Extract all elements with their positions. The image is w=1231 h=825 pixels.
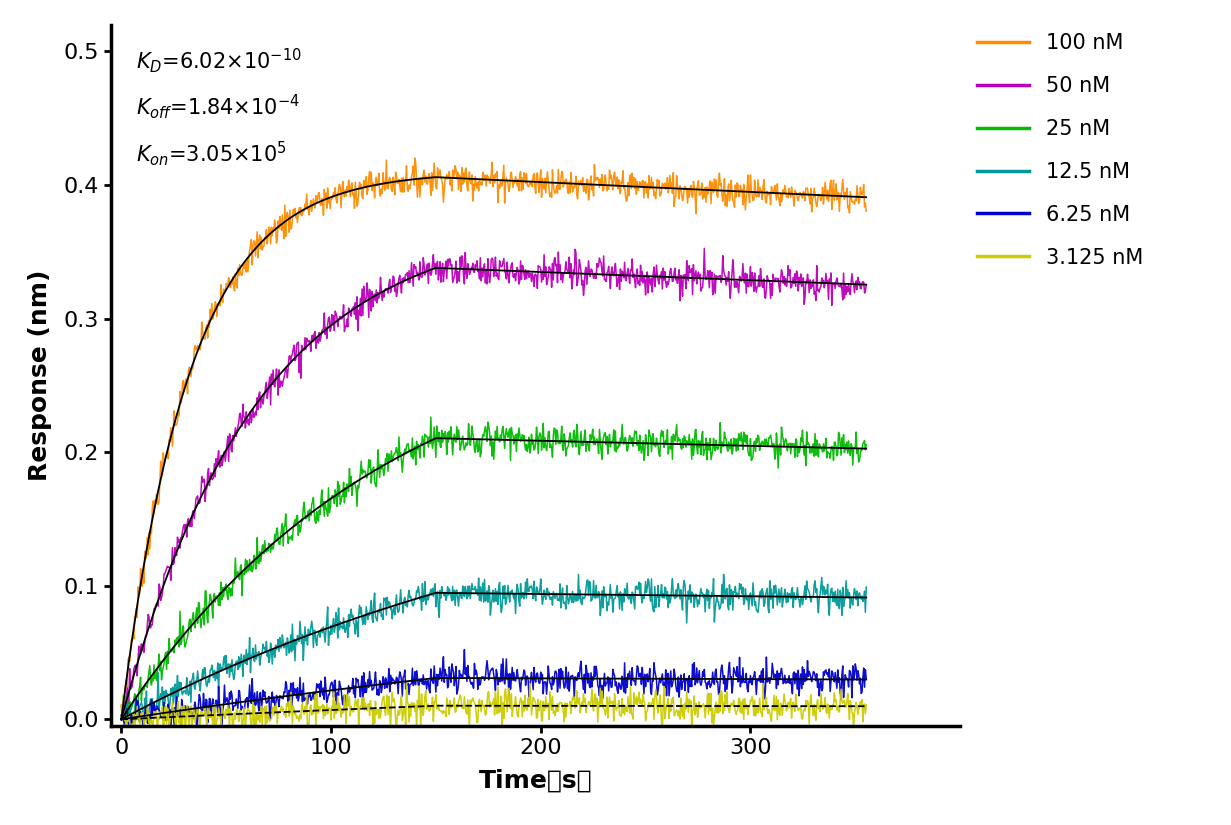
Y-axis label: Response (nm): Response (nm) [28, 270, 53, 481]
Text: $K_D$=6.02×10$^{-10}$
$K_{off}$=1.84×10$^{-4}$
$K_{on}$=3.05×10$^5$: $K_D$=6.02×10$^{-10}$ $K_{off}$=1.84×10$… [137, 45, 302, 168]
Legend: 100 nM, 50 nM, 25 nM, 12.5 nM, 6.25 nM, 3.125 nM: 100 nM, 50 nM, 25 nM, 12.5 nM, 6.25 nM, … [969, 25, 1151, 276]
X-axis label: Time（s）: Time（s） [479, 769, 592, 793]
